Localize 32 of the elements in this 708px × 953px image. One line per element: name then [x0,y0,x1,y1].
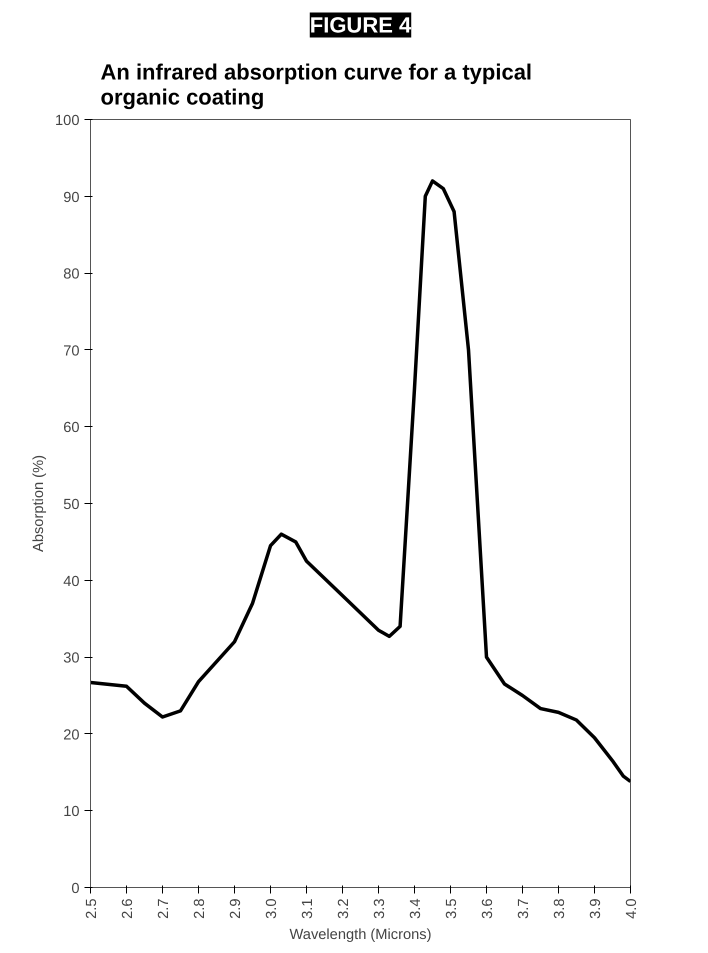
x-tick-label: 2.6 [120,898,136,919]
y-tick-label: 50 [63,497,80,513]
x-tick-label: 3.8 [552,898,568,919]
y-tick-label: 90 [63,190,80,206]
y-tick-label: 100 [55,113,80,129]
chart-subtitle: An infrared absorption curve for a typical organic coating [100,60,532,110]
line-series [90,179,630,784]
x-tick-label: 3.3 [372,898,388,919]
x-tick-label: 3.7 [516,898,532,919]
y-tick-label: 20 [63,727,80,744]
x-tick-label: 3.9 [588,898,604,919]
y-tick-label: 80 [63,266,80,283]
x-tick-label: 2.5 [84,898,100,919]
chart-title: FIGURE 4 [310,12,412,38]
x-tick-label: 4.0 [624,898,640,919]
x-tick-label: 2.9 [228,898,244,919]
x-tick-label: 3.6 [480,898,496,919]
x-tick-label: 2.8 [192,898,208,919]
y-tick-label: 40 [63,574,80,590]
y-axis-title: Absorption (%) [31,455,48,552]
y-tick-label: 30 [63,650,80,667]
y-tick-label: 10 [63,804,80,820]
x-tick-label: 2.7 [156,898,172,919]
x-tick-label: 3.2 [336,898,352,919]
x-axis-title: Wavelength (Microns) [290,926,432,943]
x-tick-label: 3.4 [408,898,424,919]
y-tick-label: 70 [63,343,80,360]
x-tick-label: 3.5 [444,898,460,919]
y-tick-label: 0 [71,881,80,897]
y-tick-label: 60 [63,420,80,436]
x-tick-label: 3.1 [300,898,316,919]
x-tick-label: 3.0 [264,898,280,919]
